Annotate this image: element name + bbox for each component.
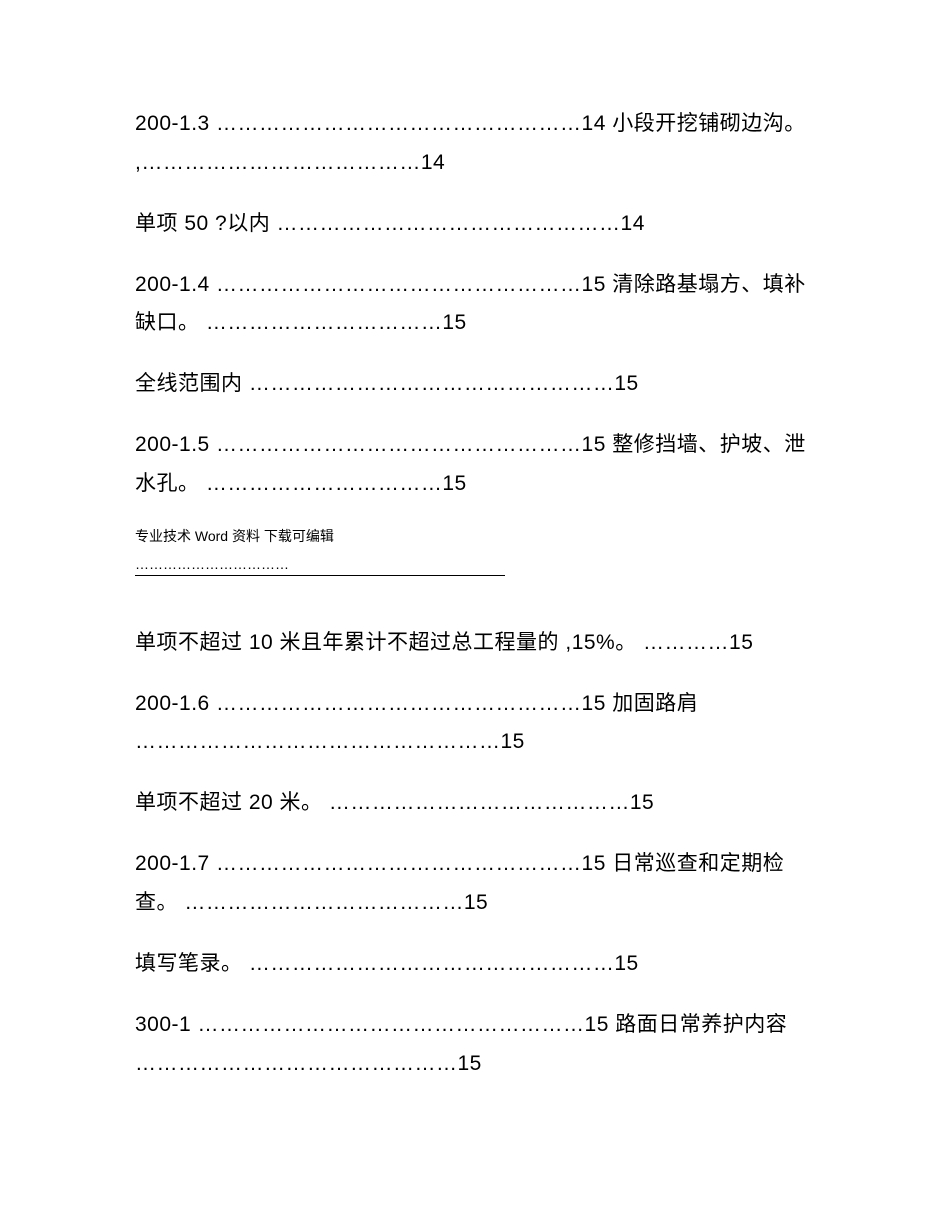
toc-entry: 单项不超过 20 米。 ……………………………………15 <box>135 784 820 823</box>
toc-entry: 单项 50 ?以内 …………………………………………14 <box>135 205 820 244</box>
toc-entry: 200-1.5 ……………………………………………15 整修挡墙、护坡、泄水孔。… <box>135 426 820 504</box>
dotted-separator: …………………………… <box>135 556 820 572</box>
toc-entry: 全线范围内 ……………………………………………15 <box>135 365 820 404</box>
toc-entry: 200-1.3 ……………………………………………14 小段开挖铺砌边沟。 ,…… <box>135 105 820 183</box>
toc-entry: 200-1.7 ……………………………………………15 日常巡查和定期检查。 …… <box>135 845 820 923</box>
footer-note: 专业技术 Word 资料 下载可编辑 <box>135 526 820 546</box>
horizontal-rule <box>135 575 505 576</box>
toc-entry: 200-1.6 ……………………………………………15 加固路肩 …………………… <box>135 685 820 763</box>
toc-entry: 填写笔录。 ……………………………………………15 <box>135 945 820 984</box>
toc-entry: 单项不超过 10 米且年累计不超过总工程量的 ,15%。 …………15 <box>135 624 820 663</box>
toc-entry: 300-1 ………………………………………………15 路面日常养护内容 …………… <box>135 1006 820 1084</box>
toc-entry: 200-1.4 ……………………………………………15 清除路基塌方、填补缺口。… <box>135 266 820 344</box>
